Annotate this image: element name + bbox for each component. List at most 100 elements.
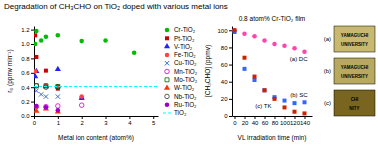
point — [56, 94, 60, 98]
legend-label: TiO₂ — [174, 109, 187, 116]
y-axis: 020406080100 — [217, 27, 232, 120]
legend-swatch — [165, 69, 170, 74]
tick-label: 20 — [242, 120, 249, 126]
legend-swatch — [165, 36, 169, 40]
point — [293, 101, 297, 105]
point — [283, 99, 287, 103]
series — [34, 103, 84, 109]
tick: 80 — [272, 116, 279, 126]
point — [303, 111, 307, 115]
tick-label: 60 — [221, 62, 228, 68]
point — [272, 42, 277, 47]
point — [56, 85, 61, 90]
legend-swatch — [165, 78, 169, 82]
plot-area — [34, 29, 158, 114]
tick-mark — [229, 99, 232, 100]
point — [252, 34, 257, 39]
series — [232, 28, 307, 54]
tick: 1.0 — [21, 41, 34, 47]
point — [55, 66, 61, 71]
point — [262, 38, 267, 43]
tick: 2 — [81, 116, 85, 126]
point — [56, 108, 61, 113]
point — [44, 85, 49, 90]
point — [132, 50, 137, 55]
legend-label: V-TiO₂ — [174, 43, 193, 50]
tick-label: 60 — [262, 120, 269, 126]
figure: 0123450.00.20.40.60.81.01.2Metal ion con… — [0, 0, 378, 152]
point — [263, 88, 267, 92]
axis-line — [35, 116, 159, 117]
legend: Cr-TiO₂Pt-TiO₂V-TiO₂Fe-TiO₂Cu-TiO₂Mn-TiO… — [163, 26, 198, 116]
tick-mark — [31, 30, 34, 31]
tick-label: 40 — [252, 120, 259, 126]
series — [34, 89, 60, 99]
title: Degradation of CH₃CHO on TiO₂ doped with… — [4, 2, 228, 11]
tick-label: 1 — [57, 120, 61, 126]
tick-mark — [245, 116, 246, 119]
point — [243, 67, 247, 71]
tick: 140 — [300, 116, 311, 126]
tick-label: 1.2 — [21, 27, 30, 33]
point — [79, 94, 84, 99]
tick-label: 1.0 — [21, 41, 30, 47]
tick: 4 — [128, 116, 132, 126]
tick: 60 — [221, 62, 232, 68]
y-axis-title: r₀ (ppmv min⁻¹) — [6, 49, 14, 92]
legend-item: Mo-TiO₂ — [165, 76, 198, 83]
legend-swatch — [165, 61, 169, 65]
photo-label: (a) — [324, 36, 331, 42]
tick-mark — [235, 116, 236, 119]
x-axis-title: Metal ion content (atom%) — [58, 134, 134, 142]
point — [34, 33, 37, 37]
legend-label: W-TiO₂ — [174, 84, 195, 91]
point — [302, 49, 307, 54]
tick-mark — [31, 116, 34, 117]
reference-line — [34, 86, 158, 87]
point — [293, 110, 297, 114]
legend-label: Ru-TiO₂ — [174, 101, 197, 108]
point — [292, 46, 297, 51]
legend-swatch — [165, 53, 170, 58]
legend-item: V-TiO₂ — [164, 43, 193, 50]
tick-mark — [31, 102, 34, 103]
point — [103, 38, 108, 43]
tick-label: 140 — [300, 120, 311, 126]
point — [303, 100, 307, 104]
photo-text: NITY — [349, 106, 359, 111]
tick: 60 — [262, 116, 269, 126]
point — [34, 29, 39, 34]
point — [283, 105, 287, 109]
tick-mark — [265, 116, 266, 119]
point — [44, 105, 49, 110]
tick-mark — [305, 116, 306, 119]
tick: 5 — [152, 116, 156, 126]
tick-label: 0.2 — [21, 99, 30, 105]
point — [79, 94, 85, 99]
legend-item: Nb-TiO₂ — [165, 93, 197, 100]
tick-mark — [229, 82, 232, 83]
tick: 1.2 — [21, 27, 34, 33]
tick-label: 2 — [81, 120, 85, 126]
point — [55, 108, 61, 113]
legend-label: Cu-TiO₂ — [174, 59, 197, 66]
tick-mark — [229, 116, 232, 117]
legend-item: Cu-TiO₂ — [165, 59, 197, 66]
tick-label: 0.8 — [21, 56, 30, 62]
tick: 1 — [57, 116, 61, 126]
tick: 0 — [224, 113, 232, 119]
photo: YAMAGUCHIUNIVERSITY — [334, 58, 375, 84]
legend-label: Nb-TiO₂ — [174, 93, 197, 100]
tick: 40 — [221, 79, 232, 85]
legend-label: Mn-TiO₂ — [174, 68, 198, 75]
series-label: (b) SC — [290, 92, 308, 98]
x-axis: 012345 — [33, 116, 159, 126]
tick-label: 100 — [217, 28, 228, 34]
tick: 0.0 — [21, 113, 34, 119]
tick: 0.6 — [21, 70, 34, 76]
y-axis-title: [CH₃CHO] (ppmv) — [204, 45, 212, 97]
legend-swatch — [164, 85, 170, 90]
tick-label: 0 — [33, 120, 37, 126]
photo-text: YAMAGUCHI — [341, 33, 368, 38]
point — [232, 28, 237, 33]
